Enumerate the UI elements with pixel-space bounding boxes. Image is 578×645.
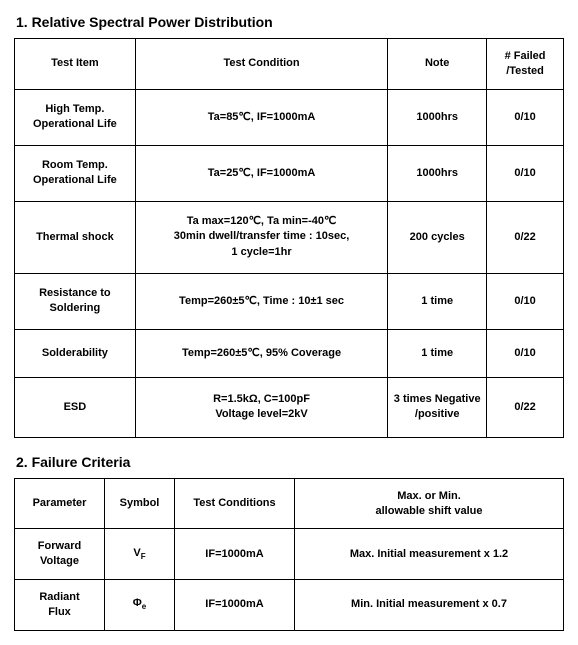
- table-row: SolderabilityTemp=260±5℃, 95% Coverage1 …: [15, 329, 564, 377]
- cell-result: 0/10: [487, 145, 564, 201]
- table-row: Room Temp. Operational LifeTa=25℃, IF=10…: [15, 145, 564, 201]
- col-symbol: Symbol: [105, 478, 175, 529]
- cell-test-condition: Temp=260±5℃, Time : 10±1 sec: [135, 273, 388, 329]
- table-failure-criteria: Parameter Symbol Test Conditions Max. or…: [14, 478, 564, 631]
- cell-conditions: IF=1000mA: [175, 580, 295, 631]
- cell-test-item: ESD: [15, 377, 136, 437]
- cell-test-item: Resistance to Soldering: [15, 273, 136, 329]
- cell-symbol: VF: [105, 529, 175, 580]
- col-test-conditions: Test Conditions: [175, 478, 295, 529]
- cell-shift: Max. Initial measurement x 1.2: [295, 529, 564, 580]
- table-row: RadiantFluxΦeIF=1000mAMin. Initial measu…: [15, 580, 564, 631]
- col-parameter: Parameter: [15, 478, 105, 529]
- table-row: High Temp. Operational LifeTa=85℃, IF=10…: [15, 89, 564, 145]
- cell-note: 3 times Negative /positive: [388, 377, 487, 437]
- cell-result: 0/22: [487, 377, 564, 437]
- col-failed-tested: # Failed /Tested: [487, 39, 564, 90]
- cell-parameter: ForwardVoltage: [15, 529, 105, 580]
- cell-test-condition: Ta=85℃, IF=1000mA: [135, 89, 388, 145]
- cell-result: 0/10: [487, 89, 564, 145]
- cell-test-item: Room Temp. Operational Life: [15, 145, 136, 201]
- cell-result: 0/22: [487, 201, 564, 273]
- cell-symbol: Φe: [105, 580, 175, 631]
- cell-test-item: High Temp. Operational Life: [15, 89, 136, 145]
- section2-heading: 2. Failure Criteria: [16, 454, 564, 470]
- table-row: Resistance to SolderingTemp=260±5℃, Time…: [15, 273, 564, 329]
- col-note: Note: [388, 39, 487, 90]
- cell-test-condition: R=1.5kΩ, C=100pFVoltage level=2kV: [135, 377, 388, 437]
- cell-note: 200 cycles: [388, 201, 487, 273]
- cell-shift: Min. Initial measurement x 0.7: [295, 580, 564, 631]
- cell-result: 0/10: [487, 329, 564, 377]
- cell-test-item: Solderability: [15, 329, 136, 377]
- section1-heading: 1. Relative Spectral Power Distribution: [16, 14, 564, 30]
- cell-test-item: Thermal shock: [15, 201, 136, 273]
- cell-note: 1 time: [388, 273, 487, 329]
- cell-note: 1 time: [388, 329, 487, 377]
- col-test-condition: Test Condition: [135, 39, 388, 90]
- cell-test-condition: Ta=25℃, IF=1000mA: [135, 145, 388, 201]
- col-shift-value: Max. or Min.allowable shift value: [295, 478, 564, 529]
- cell-conditions: IF=1000mA: [175, 529, 295, 580]
- cell-test-condition: Ta max=120℃, Ta min=-40℃30min dwell/tran…: [135, 201, 388, 273]
- table-row: ForwardVoltageVFIF=1000mAMax. Initial me…: [15, 529, 564, 580]
- table-spectral: Test Item Test Condition Note # Failed /…: [14, 38, 564, 438]
- cell-result: 0/10: [487, 273, 564, 329]
- cell-note: 1000hrs: [388, 145, 487, 201]
- table-row: Thermal shockTa max=120℃, Ta min=-40℃30m…: [15, 201, 564, 273]
- cell-parameter: RadiantFlux: [15, 580, 105, 631]
- cell-test-condition: Temp=260±5℃, 95% Coverage: [135, 329, 388, 377]
- table-row: ESDR=1.5kΩ, C=100pFVoltage level=2kV3 ti…: [15, 377, 564, 437]
- col-test-item: Test Item: [15, 39, 136, 90]
- table-header-row: Test Item Test Condition Note # Failed /…: [15, 39, 564, 90]
- table-header-row: Parameter Symbol Test Conditions Max. or…: [15, 478, 564, 529]
- cell-note: 1000hrs: [388, 89, 487, 145]
